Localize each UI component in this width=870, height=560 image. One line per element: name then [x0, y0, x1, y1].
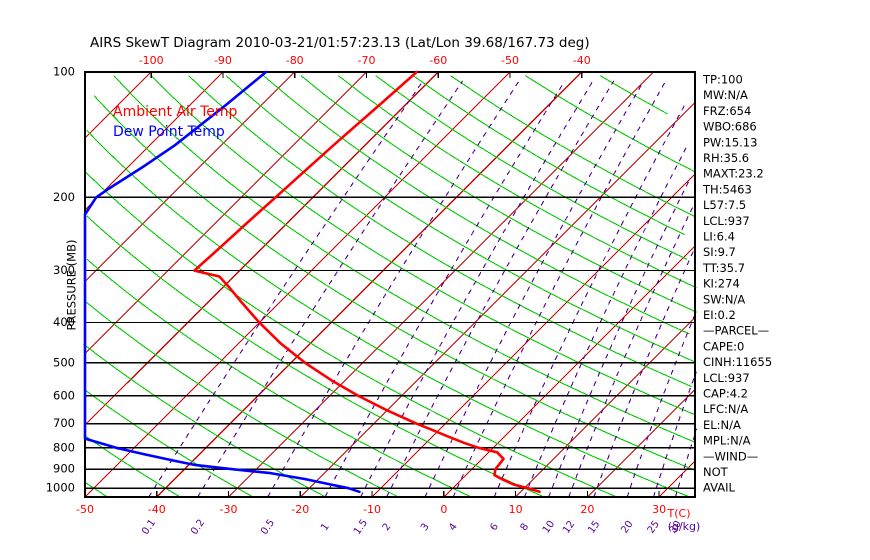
mixing-ratio-tick-label: 2 [381, 521, 394, 533]
mixing-ratio-unit-label: (g/kg) [668, 520, 701, 533]
mixing-ratio-tick-label: 4 [447, 522, 460, 534]
stat-line: SW:N/A [703, 292, 745, 306]
stat-line: KI:274 [703, 277, 740, 291]
pressure-tick-label: 800 [53, 440, 75, 454]
stat-line: SI:9.7 [703, 245, 736, 259]
page-title: AIRS SkewT Diagram 2010-03-21/01:57:23.1… [90, 35, 590, 51]
pressure-tick-label: 200 [53, 190, 75, 204]
stat-line: CINH:11655 [703, 355, 772, 369]
stat-line: WBO:686 [703, 120, 757, 134]
temperature-profiles [83, 70, 541, 494]
stat-line: LCL:937 [703, 371, 750, 385]
temperature-unit-label: T(C) [667, 507, 691, 520]
pressure-tick-label: 300 [53, 263, 75, 277]
mixing-ratio-tick-label: 6 [488, 521, 501, 533]
top-temp-axis: -100 -90 -80 -70 -60 -50 -40 [139, 54, 591, 78]
mixing-ratio-tick-label: 8 [519, 522, 532, 534]
bottom-temp-tick-label: -50 [76, 503, 94, 516]
pressure-axis-label: PRESSURE (MB) [65, 240, 79, 331]
bottom-temp-tick-label: -10 [363, 503, 381, 516]
dew-point-temp-curve [83, 70, 361, 494]
stat-line: AVAIL [703, 481, 736, 495]
top-temp-tick-label: -80 [286, 54, 304, 67]
stat-line: FRZ:654 [703, 104, 751, 118]
stat-line: TT:35.7 [702, 261, 745, 275]
pressure-tick-label: 400 [53, 315, 75, 329]
pressure-tick-label: 1000 [46, 481, 75, 495]
mixing-ratio-tick-label: 1 [319, 522, 332, 534]
stat-line: MW:N/A [703, 88, 748, 102]
top-temp-tick-label: -100 [139, 54, 164, 67]
stat-line: PW:15.13 [703, 135, 757, 149]
bottom-temp-tick-label: -40 [148, 503, 166, 516]
bottom-temp-tick-label: -20 [291, 503, 309, 516]
stat-line: MAXT:23.2 [703, 167, 764, 181]
stat-line: TH:5463 [702, 182, 752, 196]
stat-line: LCL:937 [703, 214, 750, 228]
bottom-temp-tick-label: 0 [440, 503, 447, 516]
stat-line: RH:35.6 [703, 151, 749, 165]
stat-line: CAP:4.2 [703, 387, 748, 401]
mixing-ratio-tick-label: 3 [419, 522, 432, 534]
stat-line: TP:100 [702, 73, 743, 87]
stat-line: —WIND— [703, 449, 758, 463]
bottom-temp-tick-label: -30 [220, 503, 238, 516]
bottom-temp-axis: -50 -40 -30 -20 -10 0 10 20 30 [76, 491, 666, 516]
stat-line: LI:6.4 [703, 230, 735, 244]
isobar-grid [85, 71, 695, 489]
ambient-air-temp-curve [193, 70, 541, 494]
stat-line: EI:0.2 [703, 308, 736, 322]
top-temp-tick-label: -70 [357, 54, 375, 67]
top-temp-tick-label: -40 [573, 54, 591, 67]
stat-line: L57:7.5 [703, 198, 746, 212]
isotherm-grid [84, 71, 696, 498]
legend-ambient-air-temp: Ambient Air Temp [113, 104, 238, 120]
top-temp-tick-label: -60 [429, 54, 447, 67]
stat-line: MPL:N/A [703, 434, 751, 448]
top-temp-tick-label: -90 [214, 54, 232, 67]
pressure-tick-label: 700 [53, 416, 75, 430]
stat-line: —PARCEL— [703, 324, 769, 338]
bottom-temp-tick-label: 30 [652, 503, 666, 516]
bottom-temp-tick-label: 20 [580, 503, 594, 516]
stat-line: CAPE:0 [703, 339, 744, 353]
pressure-tick-label: 600 [53, 388, 75, 402]
stat-line: NOT [703, 465, 729, 479]
pressure-tick-label: 500 [53, 355, 75, 369]
stat-line: EL:N/A [703, 418, 741, 432]
pressure-tick-label: 900 [53, 462, 75, 476]
pressure-tick-label: 100 [53, 65, 75, 79]
stat-line: LFC:N/A [703, 402, 748, 416]
top-temp-tick-label: -50 [501, 54, 519, 67]
bottom-temp-tick-label: 10 [509, 503, 523, 516]
pressure-axis: 100 200 300 400 500 600 700 800 900 1000 [46, 65, 75, 495]
legend-dew-point-temp: Dew Point Temp [113, 124, 225, 140]
